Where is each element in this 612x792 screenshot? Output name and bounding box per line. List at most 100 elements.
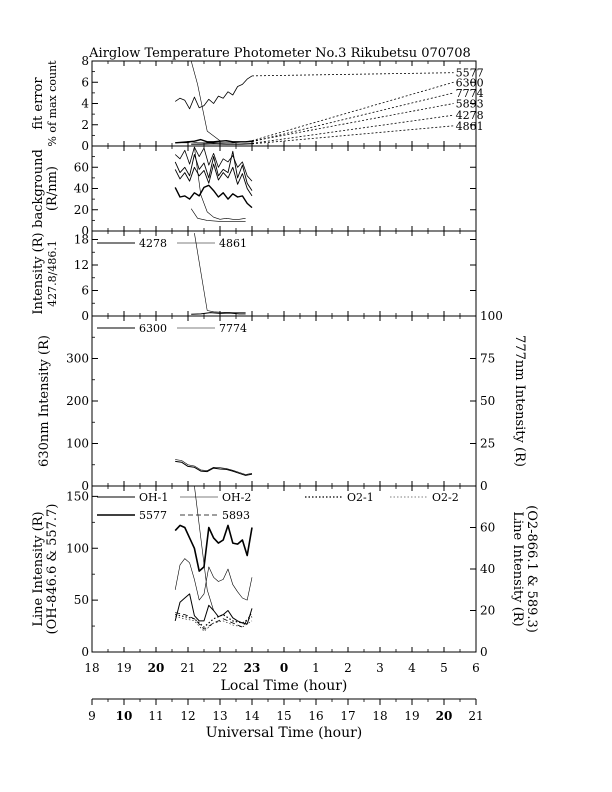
y-tick-label: 100: [66, 541, 89, 555]
leader-label: 6300: [456, 76, 484, 89]
y-tick-label-right: 0: [480, 479, 488, 493]
panel-data: [191, 233, 246, 315]
x-tick-label-local: 18: [84, 661, 99, 675]
series-line-4861: [190, 208, 246, 222]
y-tick-label-right: 100: [480, 309, 503, 323]
panel-data: [175, 459, 253, 476]
leader-label: 4861: [456, 120, 484, 133]
y-tick-label: 2: [81, 118, 89, 132]
x-tick-label-local: 19: [116, 661, 131, 675]
y-tick-label: 50: [74, 593, 89, 607]
y-tick-label-right: 40: [480, 562, 495, 576]
series-line-6300: [175, 460, 253, 476]
legend-label: OH-2: [222, 491, 251, 504]
y-tick-label-right: 50: [480, 394, 495, 408]
x-tick-label-local: 6: [472, 661, 480, 675]
y-axis-label-right: 777nm Intensity (R): [512, 335, 527, 467]
leader-line: [251, 81, 454, 142]
panel-intensity_blue: 0 6 12 18 Intensity (R) 427.8/486.1 4278 4861: [31, 230, 477, 323]
x-tick-label-ut: 15: [276, 709, 291, 723]
x-tick-label-ut: 16: [308, 709, 323, 723]
series-line-7774: [175, 459, 253, 475]
y-tick-label: 20: [74, 203, 89, 217]
x-tick-label-ut: 18: [372, 709, 387, 723]
series-line-4278: [174, 184, 253, 209]
x-tick-label-ut: 14: [244, 709, 260, 723]
x-tick-label-ut: 10: [116, 709, 133, 723]
legend-label: OH-1: [139, 491, 168, 504]
leader-line: [251, 103, 454, 142]
y-tick-label: 150: [66, 489, 89, 503]
legend-label: 5577: [139, 509, 167, 522]
x-tick-label-local: 0: [280, 661, 288, 675]
y-axis-label: (OH-846.6 & 557.7): [45, 504, 60, 635]
series-line-5893: [174, 163, 253, 197]
series-line-5893: [175, 138, 253, 144]
y-tick-label-right: 0: [480, 645, 488, 659]
y-axis-label: (R/nm): [45, 166, 60, 211]
y-tick-label-right: 75: [480, 352, 495, 366]
legend-label: 4861: [219, 237, 247, 250]
panel-frame: [91, 315, 477, 487]
leader-label: 4278: [456, 109, 484, 122]
legend-label: 4278: [139, 237, 167, 250]
series-line-4278: [191, 312, 246, 315]
series-line-OH-2: [174, 558, 253, 601]
series-line-O2-2: [175, 616, 253, 632]
leader-line: [251, 114, 454, 144]
panel-data: [174, 61, 253, 145]
legend-label: O2-2: [432, 491, 459, 504]
x-tick-label-local: 3: [376, 661, 384, 675]
leader-label: 5577: [456, 67, 484, 80]
y-tick-label: 18: [74, 233, 89, 247]
series-line-4861: [191, 143, 253, 145]
y-tick-label: 0: [81, 645, 89, 659]
leader-line: [251, 72, 454, 77]
x-tick-label-ut: 19: [404, 709, 419, 723]
y-tick-label: 200: [66, 394, 89, 408]
panel-intensity_630: 0 100 200 300 0 25 50 75 100 630nm Intensity (R) 7…: [37, 309, 527, 493]
x-tick-label-local: 20: [148, 661, 165, 675]
series-line-7774: [190, 61, 252, 143]
y-tick-label-right: 60: [480, 521, 495, 535]
y-axis-label: 630nm Intensity (R): [37, 335, 52, 467]
x-tick-label-ut: 17: [340, 709, 355, 723]
y-axis-label-right: (O2-866.1 & 589.3): [524, 505, 539, 633]
x-axis-label-ut: Universal Time (hour): [206, 725, 363, 741]
y-axis-label: % of max count: [46, 60, 59, 147]
series-line-7774: [194, 147, 246, 220]
panel-frame: [91, 60, 477, 147]
legend-intensity_blue: 4278 4861: [97, 237, 247, 250]
y-axis-label: Intensity (R): [31, 232, 46, 314]
series-line-4861: [194, 233, 246, 313]
y-tick-label: 12: [74, 258, 89, 272]
y-tick-label: 0: [81, 309, 89, 323]
x-tick-label-ut: 9: [88, 709, 96, 723]
leader-label: 5893: [456, 98, 484, 111]
x-tick-label-local: 4: [408, 661, 416, 675]
series-line-5577: [174, 524, 253, 572]
panel-data: [174, 146, 253, 222]
y-axis-label: fit error: [31, 77, 46, 130]
x-tick-label-ut: 20: [436, 709, 453, 723]
series-line-O2-1: [175, 613, 253, 628]
legend-intensity_630: 6300 7774: [97, 322, 247, 335]
y-tick-label: 4: [81, 97, 89, 111]
series-line-5893: [175, 612, 253, 630]
x-tick-label-local: 23: [244, 661, 261, 675]
x-axis-label-local: Local Time (hour): [221, 678, 348, 694]
y-tick-label: 0: [81, 139, 89, 153]
legend-line_intensity: OH-1 OH-2 O2-1 O2-2 5577 5893: [97, 491, 459, 522]
x-tick-label-local: 5: [440, 661, 448, 675]
y-tick-label-right: 25: [480, 437, 495, 451]
series-line-5577: [174, 75, 253, 110]
x-tick-label-ut: 11: [148, 709, 163, 723]
panel-frame: [91, 145, 477, 232]
y-tick-label: 300: [66, 352, 89, 366]
legend-label: 5893: [222, 509, 250, 522]
